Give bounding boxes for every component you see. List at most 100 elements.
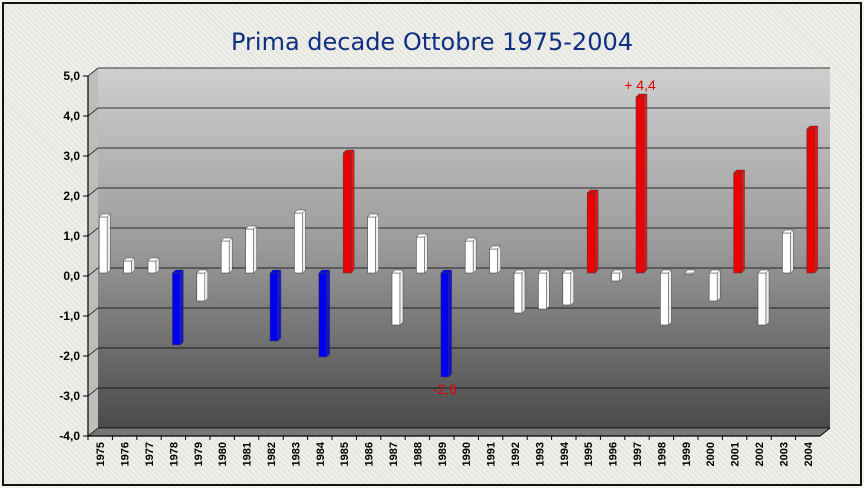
bar-top	[586, 189, 599, 194]
bar	[513, 272, 523, 314]
y-tick-label: 1,0	[63, 229, 80, 243]
bar	[538, 272, 547, 310]
x-tick-label: 1987	[388, 442, 400, 466]
data-annotation: + 4,4	[624, 77, 656, 93]
gridline-depth	[87, 427, 99, 437]
x-tick-label: 2004	[803, 441, 815, 466]
x-tick-label: 1985	[339, 442, 351, 466]
y-tick-label: -1,0	[59, 309, 80, 323]
bar-top	[196, 269, 209, 274]
y-tick-label: 3,0	[63, 149, 80, 163]
bar-top	[269, 269, 282, 274]
x-tick-label: 1977	[144, 442, 156, 466]
bar-top	[488, 245, 502, 250]
bar	[806, 128, 816, 274]
x-tick-label: 1979	[193, 442, 205, 466]
bar-side	[375, 213, 379, 274]
bar-top	[98, 213, 111, 218]
bar-side	[424, 233, 428, 274]
gridline-depth	[87, 267, 99, 277]
bar	[342, 152, 352, 274]
bar	[416, 236, 425, 274]
bar	[269, 272, 279, 342]
x-tick-label: 1991	[486, 442, 498, 466]
bar	[391, 272, 401, 326]
bar	[660, 272, 669, 326]
bar-top	[781, 229, 795, 234]
bar	[708, 272, 718, 302]
bar	[318, 272, 328, 358]
bar-top	[610, 269, 624, 274]
gridline-depth	[87, 67, 99, 77]
bar	[586, 192, 596, 274]
bar-side	[350, 149, 355, 274]
y-tick-label: 4,0	[63, 109, 80, 123]
bar-side	[106, 213, 111, 274]
bar-top	[513, 269, 526, 274]
bar-top	[684, 269, 697, 274]
bar-side	[790, 229, 794, 274]
bar	[440, 272, 450, 378]
bar-side	[546, 269, 550, 310]
bar-top	[415, 233, 429, 238]
y-tick-label: 2,0	[63, 189, 80, 203]
x-tick-label: 1990	[461, 442, 473, 466]
gridline-depth	[87, 187, 99, 197]
x-tick-label: 1996	[608, 442, 620, 466]
x-tick-label: 2000	[705, 442, 717, 466]
bar-side	[643, 93, 648, 274]
bar-side	[814, 125, 819, 274]
x-tick-label: 1975	[95, 442, 107, 466]
x-tick-label: 1980	[217, 442, 229, 466]
bar	[782, 232, 791, 274]
x-axis-depth	[819, 427, 831, 437]
bar-top	[220, 237, 233, 242]
x-tick-label: 1983	[290, 442, 302, 466]
bar-top	[440, 269, 453, 274]
bar	[196, 272, 206, 302]
bar-side	[326, 269, 331, 358]
y-tick-label: -2,0	[59, 349, 80, 363]
bar-top	[171, 269, 185, 274]
x-tick-label: 1993	[534, 442, 546, 466]
bar	[635, 96, 645, 274]
bar-side	[716, 269, 721, 302]
x-tick-label: 1994	[559, 441, 571, 466]
bar-side	[570, 269, 575, 306]
bar-side	[228, 237, 233, 274]
plot-floor	[88, 428, 830, 436]
bar-top	[659, 269, 673, 274]
x-tick-label: 1981	[242, 442, 254, 466]
gridline-depth	[87, 347, 99, 357]
bar-top	[122, 257, 136, 262]
gridline-depth	[87, 107, 99, 117]
y-tick-label: -4,0	[59, 429, 80, 443]
y-tick-label: -3,0	[59, 389, 80, 403]
bar-top	[708, 269, 721, 274]
bar	[147, 260, 157, 274]
x-tick-label: 1976	[120, 442, 132, 466]
bar-side	[399, 269, 404, 326]
plot-wall	[98, 68, 830, 428]
bar-side	[668, 269, 672, 326]
bar-top	[244, 225, 258, 230]
x-tick-label: 1989	[437, 442, 449, 466]
x-tick-label: 1999	[681, 442, 693, 466]
bar	[757, 272, 767, 326]
bar	[294, 212, 303, 274]
gridline-depth	[87, 227, 99, 237]
bar-top	[562, 269, 575, 274]
gridline-depth	[87, 147, 99, 157]
bar-side	[302, 209, 306, 274]
bar-top	[464, 237, 477, 242]
data-annotation: -2,6	[433, 381, 457, 397]
x-tick-label: 1984	[315, 441, 327, 466]
bar-side	[521, 269, 526, 314]
chart-title: Prima decade Ottobre 1975-2004	[230, 28, 633, 56]
bar	[464, 240, 474, 274]
y-tick-label: 0,0	[63, 269, 80, 283]
bar-top	[342, 149, 355, 154]
bar-side	[741, 169, 745, 274]
x-tick-label: 1998	[656, 442, 668, 466]
x-tick-label: 1986	[364, 442, 376, 466]
